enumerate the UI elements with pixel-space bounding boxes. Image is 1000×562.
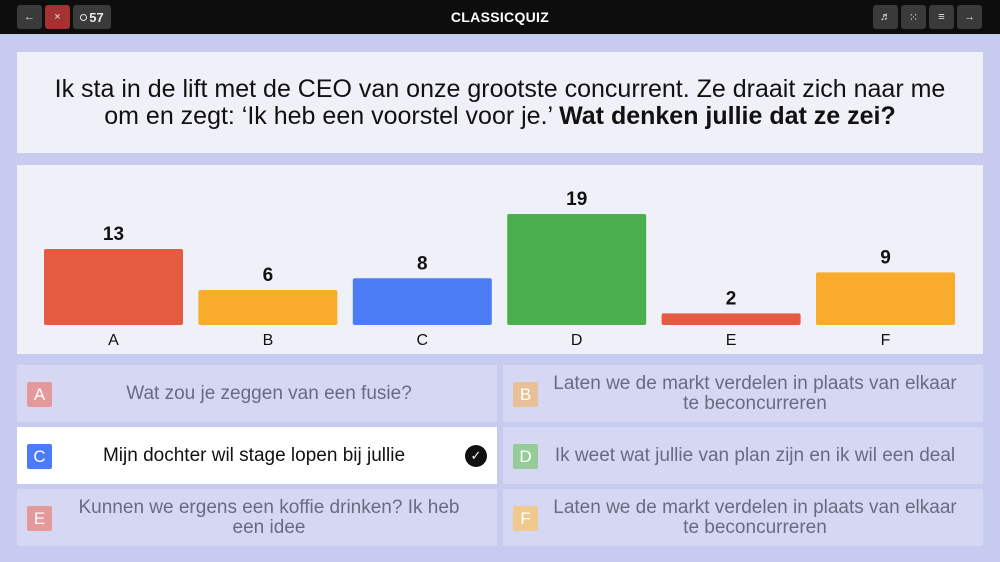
results-chart: 13 A 6 B 8 C 19 D 2 E 9 F bbox=[17, 165, 983, 354]
bar-value-label: 2 bbox=[726, 288, 737, 309]
bar-chart: 13 A 6 B 8 C 19 D 2 E 9 F bbox=[44, 189, 955, 349]
bar-d bbox=[507, 214, 647, 325]
bar-e bbox=[661, 313, 801, 325]
bar-value-label: 8 bbox=[417, 253, 428, 274]
category-label: C bbox=[417, 332, 429, 349]
bar-b bbox=[198, 289, 338, 325]
bar-a bbox=[44, 249, 183, 325]
answer-text: Laten we de markt verdelen in plaats van… bbox=[553, 372, 957, 414]
question-text-bold: Wat denken jullie dat ze zei? bbox=[559, 101, 896, 130]
grid-button[interactable]: ⁙ bbox=[901, 5, 926, 29]
arrow-left-icon: ← bbox=[24, 11, 35, 23]
answer-text: Wat zou je zeggen van een fusie? bbox=[126, 382, 412, 404]
answer-letter: E bbox=[27, 506, 52, 531]
question-text-plain: Ik sta in de lift met de CEO van onze gr… bbox=[54, 74, 946, 130]
bar-value-label: 9 bbox=[880, 247, 891, 268]
timer-icon bbox=[80, 13, 88, 21]
answer-letter: B bbox=[513, 382, 538, 407]
back-button[interactable]: ← bbox=[17, 5, 42, 29]
close-button[interactable]: × bbox=[45, 5, 70, 29]
app-title: CLASSICQUIZ bbox=[450, 9, 550, 25]
answer-e[interactable]: E Kunnen we ergens een koffie drinken? I… bbox=[17, 489, 497, 546]
answer-f[interactable]: F Laten we de markt verdelen in plaats v… bbox=[503, 489, 983, 546]
bar-f bbox=[816, 272, 955, 325]
menu-button[interactable]: ≡ bbox=[929, 5, 954, 29]
question-text: Ik sta in de lift met de CEO van onze gr… bbox=[35, 74, 965, 130]
answer-c[interactable]: C Mijn dochter wil stage lopen bij julli… bbox=[17, 427, 497, 484]
answer-b[interactable]: B Laten we de markt verdelen in plaats v… bbox=[503, 365, 983, 422]
timer: 57 bbox=[73, 5, 111, 29]
answer-letter: A bbox=[27, 382, 52, 407]
music-icon: ♬ bbox=[880, 11, 891, 23]
next-button[interactable]: → bbox=[957, 5, 982, 29]
answer-text: Ik weet wat jullie van plan zijn en ik w… bbox=[554, 444, 956, 466]
music-button[interactable]: ♬ bbox=[873, 5, 898, 29]
answer-letter: F bbox=[513, 506, 538, 531]
bar-c bbox=[352, 278, 492, 325]
top-bar: ← × 57 CLASSICQUIZ ♬ ⁙ ≡ → bbox=[0, 0, 1000, 34]
answer-text: Laten we de markt verdelen in plaats van… bbox=[553, 496, 957, 538]
answer-text: Mijn dochter wil stage lopen bij jullie bbox=[102, 444, 406, 466]
answer-letter: C bbox=[27, 444, 52, 469]
category-label: F bbox=[881, 332, 891, 349]
check-icon: ✓ bbox=[465, 445, 487, 467]
grid-icon: ⁙ bbox=[908, 11, 919, 24]
category-label: D bbox=[571, 332, 583, 349]
timer-value: 57 bbox=[89, 9, 104, 25]
bar-value-label: 19 bbox=[566, 189, 587, 210]
arrow-right-icon: → bbox=[964, 11, 975, 23]
bar-value-label: 13 bbox=[103, 224, 124, 245]
bar-value-label: 6 bbox=[263, 265, 274, 286]
category-label: B bbox=[263, 332, 274, 349]
answer-text: Kunnen we ergens een koffie drinken? Ik … bbox=[78, 496, 460, 538]
menu-icon: ≡ bbox=[938, 11, 945, 23]
category-label: E bbox=[726, 332, 737, 349]
question-panel: Ik sta in de lift met de CEO van onze gr… bbox=[17, 52, 983, 153]
answer-a[interactable]: A Wat zou je zeggen van een fusie? bbox=[17, 365, 497, 422]
answer-letter: D bbox=[513, 444, 538, 469]
answer-d[interactable]: D Ik weet wat jullie van plan zijn en ik… bbox=[503, 427, 983, 484]
close-icon: × bbox=[54, 11, 61, 23]
category-label: A bbox=[108, 332, 119, 349]
